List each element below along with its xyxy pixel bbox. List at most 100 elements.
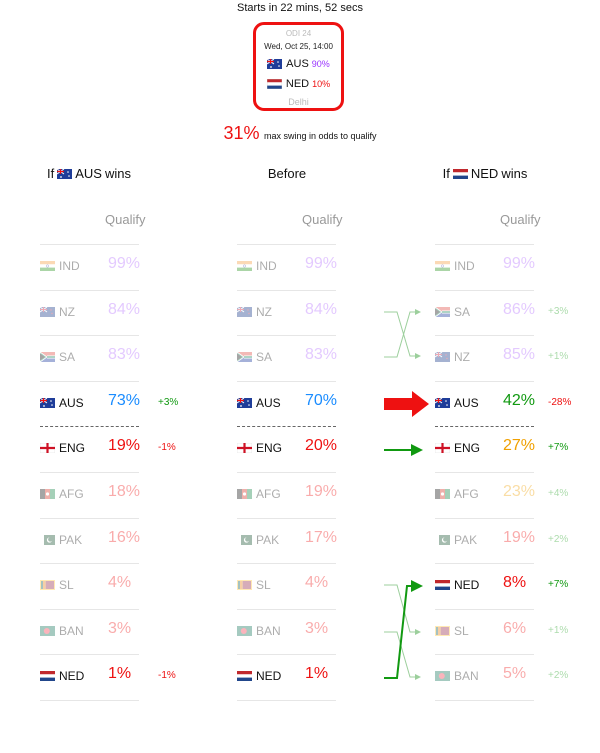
right-table-row: NED: [435, 575, 492, 595]
match-date: Wed, Oct 25, 14:00: [264, 42, 333, 51]
match-card[interactable]: ODI 24 Wed, Oct 25, 14:00 AUS 90% NED 10…: [253, 22, 344, 111]
right-row-divider: [435, 289, 534, 291]
left-row-divider: [40, 244, 139, 245]
left-table-row: ENG: [40, 438, 97, 458]
match-team2: NED 10%: [256, 78, 341, 90]
team-name: PAK: [59, 532, 83, 547]
right-header-prefix: If: [442, 166, 450, 181]
right-table-row: IND: [435, 256, 492, 276]
aus-flag-icon: [57, 168, 73, 179]
team-name: IND: [454, 259, 475, 273]
swing-value: 31%: [223, 123, 260, 143]
middle-column-header: Before: [267, 166, 307, 181]
swap-arrow-sa-to-nz: [384, 309, 421, 358]
swing-text: max swing in odds to qualify: [263, 131, 377, 141]
nz-flag-icon: [40, 306, 55, 317]
right-row-divider: [435, 472, 534, 473]
match-team1: AUS 90%: [256, 58, 341, 70]
team-name: BAN: [59, 623, 84, 638]
ban-flag-icon: [435, 671, 450, 682]
middle-table-row: PAK: [237, 530, 294, 550]
left-row-divider: [40, 380, 139, 382]
qualify-percentage: 16%: [108, 528, 141, 546]
ban-flag-icon: [237, 625, 252, 636]
middle-row-divider: [237, 517, 336, 519]
right-table-row: AUS: [435, 393, 492, 413]
countdown-text: Starts in 22 mins, 52 secs: [237, 2, 363, 14]
left-row-divider: [40, 289, 139, 291]
right-row-divider: [435, 654, 534, 656]
afg-flag-icon: [435, 489, 450, 499]
qualify-percentage: 84%: [305, 300, 338, 318]
left-row-divider: [40, 654, 139, 656]
team-name: NZ: [454, 350, 470, 365]
odds-change: +7%: [548, 442, 569, 454]
match-team1-prob: 90%: [311, 59, 330, 69]
qualify-percentage: 20%: [305, 437, 338, 455]
odds-change: -1%: [158, 442, 176, 454]
right-table-row: AFG: [435, 484, 492, 504]
odds-change: +1%: [548, 624, 569, 636]
team-name: SL: [454, 623, 469, 638]
afg-flag-icon: [237, 489, 252, 499]
right-table-row: PAK: [435, 530, 492, 550]
middle-table-row: BAN: [237, 621, 294, 641]
sa-flag-icon: [435, 306, 450, 317]
left-table-row: SL: [40, 575, 97, 595]
left-table-row: IND: [40, 256, 97, 276]
qualify-percentage: 1%: [108, 665, 132, 683]
qualify-percentage: 85%: [503, 346, 536, 364]
ind-flag-icon: [237, 261, 252, 271]
middle-row-divider: [237, 608, 336, 610]
sl-flag-icon: [237, 580, 252, 591]
middle-row-divider: [237, 654, 336, 656]
nz-flag-icon: [435, 352, 450, 363]
left-qualify-header: Qualify: [105, 212, 146, 227]
odds-change: -28%: [548, 396, 572, 408]
aus-flag-icon: [237, 397, 252, 408]
right-table-row: BAN: [435, 666, 492, 686]
team-name: PAK: [454, 532, 478, 547]
left-row-divider: [40, 517, 139, 519]
middle-row-divider: [237, 700, 336, 701]
left-row-divider: [40, 472, 139, 473]
middle-table-row: NZ: [237, 302, 294, 322]
right-header-team: NED: [470, 166, 499, 181]
team-name: NED: [454, 578, 480, 593]
odds-change: +4%: [548, 488, 569, 499]
aus-drop-arrow: [384, 391, 429, 417]
ned-flag-icon: [266, 79, 282, 89]
left-row-divider: [40, 563, 139, 565]
match-team2-name: NED: [285, 78, 310, 90]
qualify-percentage: 83%: [108, 346, 141, 364]
qualify-percentage: 27%: [503, 437, 536, 455]
qualify-percentage: 6%: [503, 619, 527, 637]
team-name: NED: [256, 669, 282, 684]
left-row-divider: [40, 335, 139, 337]
eng-flag-icon: [435, 443, 450, 454]
qualify-percentage: 23%: [503, 483, 536, 500]
qualify-percentage: 8%: [503, 574, 527, 592]
ban-flag-icon: [40, 625, 55, 636]
team-name: NED: [59, 669, 85, 684]
right-qualify-header: Qualify: [500, 212, 541, 227]
right-row-divider: [435, 244, 534, 245]
middle-table-row: SA: [237, 347, 294, 367]
qualify-percentage: 3%: [305, 619, 329, 637]
middle-table-row: NED: [237, 666, 294, 686]
middle-table-row: IND: [237, 256, 294, 276]
left-table-row: AFG: [40, 484, 97, 504]
team-name: SL: [59, 578, 74, 593]
qualify-percentage: 70%: [305, 391, 338, 409]
team-name: AFG: [454, 487, 479, 501]
team-name: SA: [454, 304, 471, 319]
ned-flag-icon: [452, 168, 468, 179]
middle-row-divider: [237, 244, 336, 245]
right-table-row: NZ: [435, 347, 492, 367]
qualify-percentage: 1%: [305, 665, 329, 683]
left-table-row: SA: [40, 347, 97, 367]
team-name: AFG: [59, 487, 84, 501]
middle-table-row: AFG: [237, 484, 294, 504]
match-venue: Delhi: [288, 97, 309, 107]
